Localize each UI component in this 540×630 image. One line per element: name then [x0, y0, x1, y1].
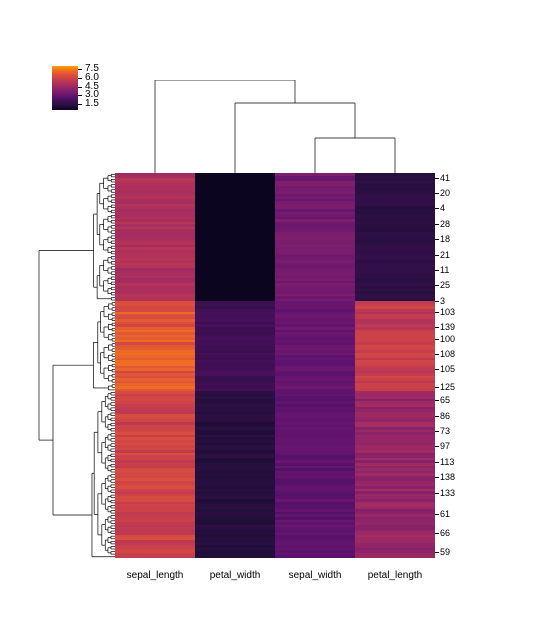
y-tick-line [435, 552, 439, 553]
y-tick-line [435, 354, 439, 355]
y-tick-line [435, 369, 439, 370]
y-tick-line [435, 239, 439, 240]
colorbar-tick-label: 1.5 [85, 98, 99, 109]
colorbar-gradient [52, 66, 78, 110]
y-axis-label: 66 [440, 528, 450, 538]
y-axis-label: 97 [440, 441, 450, 451]
heatmap-column [355, 173, 435, 558]
colorbar-tick-line [78, 69, 82, 70]
colorbar-tick-line [78, 87, 82, 88]
heatmap-column [115, 173, 195, 558]
y-tick-line [435, 416, 439, 417]
y-axis-label: 11 [440, 265, 449, 275]
y-axis-label: 86 [440, 411, 450, 421]
y-tick-line [435, 285, 439, 286]
colorbar: 7.56.04.53.01.5 [52, 66, 78, 110]
x-axis-label: sepal_length [127, 570, 184, 581]
y-axis-label: 139 [440, 322, 455, 332]
y-axis-label: 21 [440, 250, 450, 260]
y-axis-label: 4 [440, 203, 445, 213]
y-axis-label: 105 [440, 364, 455, 374]
y-tick-line [435, 446, 439, 447]
y-axis-label: 3 [440, 296, 445, 306]
y-axis-label: 125 [440, 382, 455, 392]
y-axis-label: 133 [440, 488, 455, 498]
y-axis-label: 100 [440, 334, 455, 344]
heatmap-cell [275, 555, 355, 558]
heatmap-cell [195, 555, 275, 558]
heatmap-cell [115, 555, 195, 558]
y-axis-label: 65 [440, 395, 450, 405]
y-axis-label: 28 [440, 219, 450, 229]
y-axis-label: 138 [440, 472, 455, 482]
y-axis-label: 41 [440, 173, 450, 183]
heatmap [115, 173, 435, 558]
heatmap-cell [355, 555, 435, 558]
y-tick-line [435, 533, 439, 534]
colorbar-tick-line [78, 104, 82, 105]
y-tick-line [435, 208, 439, 209]
column-dendrogram [115, 80, 435, 173]
y-tick-line [435, 327, 439, 328]
y-tick-line [435, 387, 439, 388]
y-tick-line [435, 224, 439, 225]
y-axis-label: 108 [440, 349, 455, 359]
x-axis-label: petal_length [368, 570, 423, 581]
y-axis-label: 73 [440, 426, 450, 436]
y-tick-line [435, 477, 439, 478]
y-axis-label: 113 [440, 457, 454, 467]
y-axis-label: 25 [440, 280, 450, 290]
y-tick-line [435, 178, 439, 179]
y-axis-label: 103 [440, 307, 455, 317]
y-axis-label: 59 [440, 547, 450, 557]
colorbar-tick-line [78, 78, 82, 79]
x-axis-label: petal_width [210, 570, 261, 581]
y-tick-line [435, 493, 439, 494]
y-tick-line [435, 301, 439, 302]
y-tick-line [435, 400, 439, 401]
y-tick-line [435, 270, 439, 271]
y-axis-label: 20 [440, 188, 450, 198]
y-tick-line [435, 462, 439, 463]
y-tick-line [435, 193, 439, 194]
y-tick-line [435, 255, 439, 256]
y-tick-line [435, 431, 439, 432]
heatmap-column [195, 173, 275, 558]
y-axis-label: 18 [440, 234, 450, 244]
x-axis-label: sepal_width [289, 570, 342, 581]
y-tick-line [435, 312, 439, 313]
y-tick-line [435, 514, 439, 515]
y-tick-line [435, 339, 439, 340]
clustermap-figure: 7.56.04.53.01.5 sepal_length petal_width s… [0, 0, 540, 630]
y-axis-label: 61 [440, 509, 450, 519]
heatmap-column [275, 173, 355, 558]
row-dendrogram [35, 173, 115, 558]
colorbar-tick-line [78, 95, 82, 96]
